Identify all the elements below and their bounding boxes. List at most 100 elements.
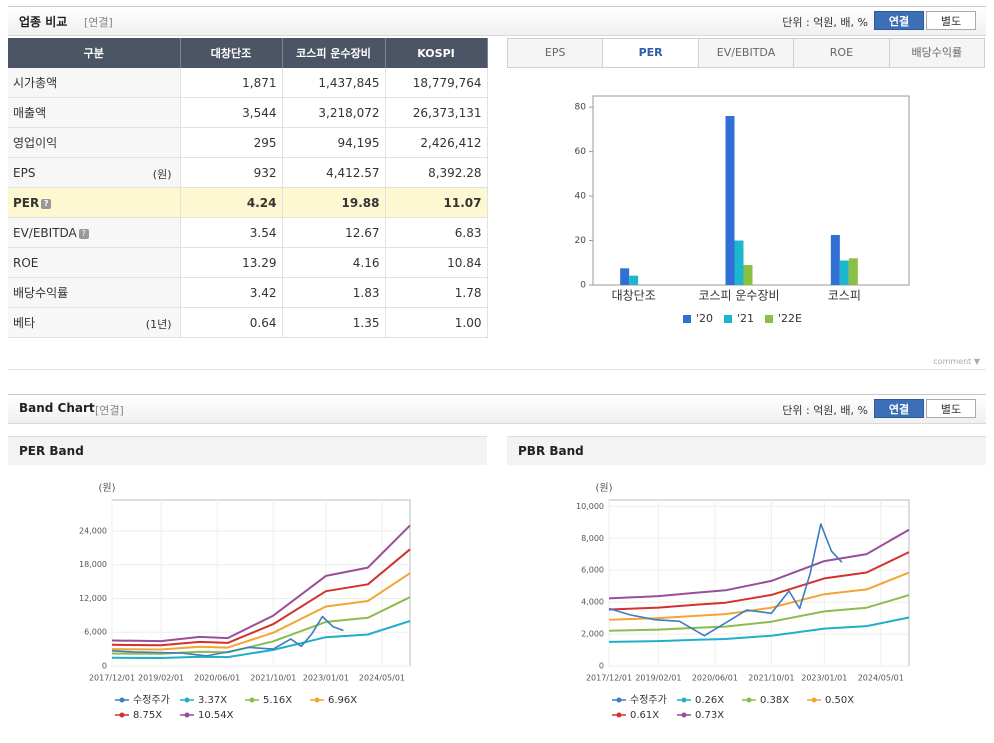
- series-line: [608, 616, 910, 643]
- row-unit: (원): [152, 168, 172, 181]
- legend-swatch: [683, 315, 691, 323]
- x-tick-label: 2023/01/01: [801, 674, 847, 683]
- legend-dot: [681, 712, 687, 718]
- x-tick-label: 2017/12/01: [586, 674, 632, 683]
- panel-title: PBR Band: [518, 444, 584, 458]
- legend-dot: [616, 712, 622, 718]
- bar: [743, 264, 753, 285]
- help-icon[interactable]: ?: [41, 198, 52, 209]
- bar: [830, 234, 840, 285]
- help-icon[interactable]: ?: [78, 228, 89, 239]
- y-tick-label: 0: [599, 662, 604, 671]
- y-tick-label: 60: [575, 147, 587, 157]
- x-tick-label: 2021/10/01: [250, 674, 296, 683]
- tab-bar: EPS PER EV/EBITDA ROE 배당수익률: [507, 38, 985, 68]
- legend-swatch: [724, 315, 732, 323]
- y-unit: (원): [98, 482, 115, 494]
- row-label-cell: 영업이익: [8, 127, 181, 158]
- series-line: [111, 524, 411, 643]
- table-cell: 295: [180, 127, 283, 158]
- plot-frame: [111, 499, 411, 667]
- panel-header: PER Band: [8, 436, 487, 465]
- table-row: 시가총액 1,871 1,437,845 18,779,764: [8, 68, 488, 98]
- separator: [8, 369, 986, 370]
- series-line: [608, 528, 910, 600]
- table-cell: 8,392.28: [385, 157, 488, 188]
- panel-header: PBR Band: [507, 436, 986, 465]
- table-cell: 6.83: [385, 217, 488, 248]
- x-tick-label: 2019/02/01: [138, 674, 184, 683]
- series-line: [608, 523, 843, 637]
- legend-dot: [314, 697, 320, 703]
- legend-dot: [681, 697, 687, 703]
- y-tick-label: 40: [575, 192, 587, 202]
- row-label-cell: 배당수익률: [8, 277, 181, 308]
- table-cell: 3,544: [180, 97, 283, 128]
- legend-label: 0.26X: [695, 695, 724, 706]
- section-title: 업종 비교: [19, 15, 68, 29]
- toggle-button[interactable]: 연결: [874, 11, 924, 30]
- bar: [734, 240, 744, 285]
- y-tick-label: 2,000: [581, 630, 604, 639]
- legend-swatch: [765, 315, 773, 323]
- table-cell: 2,426,412: [385, 127, 488, 158]
- table-cell: 4.16: [282, 247, 386, 278]
- x-tick-label: 2023/01/01: [303, 674, 349, 683]
- tab[interactable]: 배당수익률: [889, 39, 985, 67]
- comment-link[interactable]: comment ▼: [933, 357, 980, 366]
- row-label-cell: EV/EBITDA?: [8, 217, 181, 248]
- table-cell: 13.29: [180, 247, 283, 278]
- series-line: [608, 551, 910, 611]
- table-cell: 0.64: [180, 307, 283, 338]
- x-tick-label: 2017/12/01: [89, 674, 135, 683]
- table-row: 매출액 3,544 3,218,072 26,373,131: [8, 97, 488, 128]
- row-label-cell: ROE: [8, 247, 181, 278]
- row-label-cell: EPS (원): [8, 157, 181, 188]
- toggle-button[interactable]: 연결: [874, 399, 924, 418]
- x-tick-label: 대창단조: [612, 289, 656, 303]
- table-row: 베타 (1년) 0.64 1.35 1.00: [8, 307, 488, 338]
- tab[interactable]: EPS: [508, 39, 604, 67]
- tab[interactable]: EV/EBITDA: [698, 39, 795, 67]
- tab[interactable]: PER: [603, 39, 699, 67]
- series-line: [111, 620, 411, 659]
- x-tick-label: 2021/10/01: [748, 674, 794, 683]
- table-cell: 1.78: [385, 277, 488, 308]
- row-label: 시가총액: [13, 76, 58, 90]
- legend-label: '22E: [778, 312, 802, 325]
- column-header: 구분: [8, 38, 181, 68]
- bar: [848, 258, 858, 285]
- plot-frame: [592, 95, 910, 286]
- x-tick-label: 코스피: [828, 289, 861, 303]
- y-tick-label: 8,000: [581, 534, 604, 543]
- row-label: ROE: [13, 255, 39, 270]
- legend-label: 3.37X: [198, 695, 227, 706]
- series-line: [111, 548, 411, 647]
- legend-dot: [746, 697, 752, 703]
- table-cell: 3,218,072: [282, 97, 386, 128]
- unit: 단위 : 억원, 배, %: [782, 404, 868, 417]
- y-tick-label: 18,000: [79, 560, 107, 569]
- bar: [725, 116, 735, 285]
- column-header: 코스피 운수장비: [282, 38, 386, 68]
- y-tick-label: 6,000: [84, 628, 107, 637]
- section-title: Band Chart: [19, 401, 95, 415]
- bar: [839, 260, 849, 285]
- y-tick-label: 0: [102, 662, 107, 671]
- band-header: Band Chart [연결] 단위 : 억원, 배, % 연결 별도: [8, 394, 986, 424]
- table-cell: 1.35: [282, 307, 386, 338]
- legend-dot: [249, 697, 255, 703]
- legend-dot: [184, 712, 190, 718]
- y-tick-label: 0: [580, 281, 586, 291]
- x-tick-label: 2024/05/01: [359, 674, 405, 683]
- toggle-button[interactable]: 별도: [926, 399, 976, 418]
- table-cell: 10.84: [385, 247, 488, 278]
- panel-title: PER Band: [19, 444, 84, 458]
- tab[interactable]: ROE: [794, 39, 890, 67]
- table-row: 배당수익률 3.42 1.83 1.78: [8, 277, 488, 308]
- legend-dot: [616, 697, 622, 703]
- table-cell: 26,373,131: [385, 97, 488, 128]
- toggle-button[interactable]: 별도: [926, 11, 976, 30]
